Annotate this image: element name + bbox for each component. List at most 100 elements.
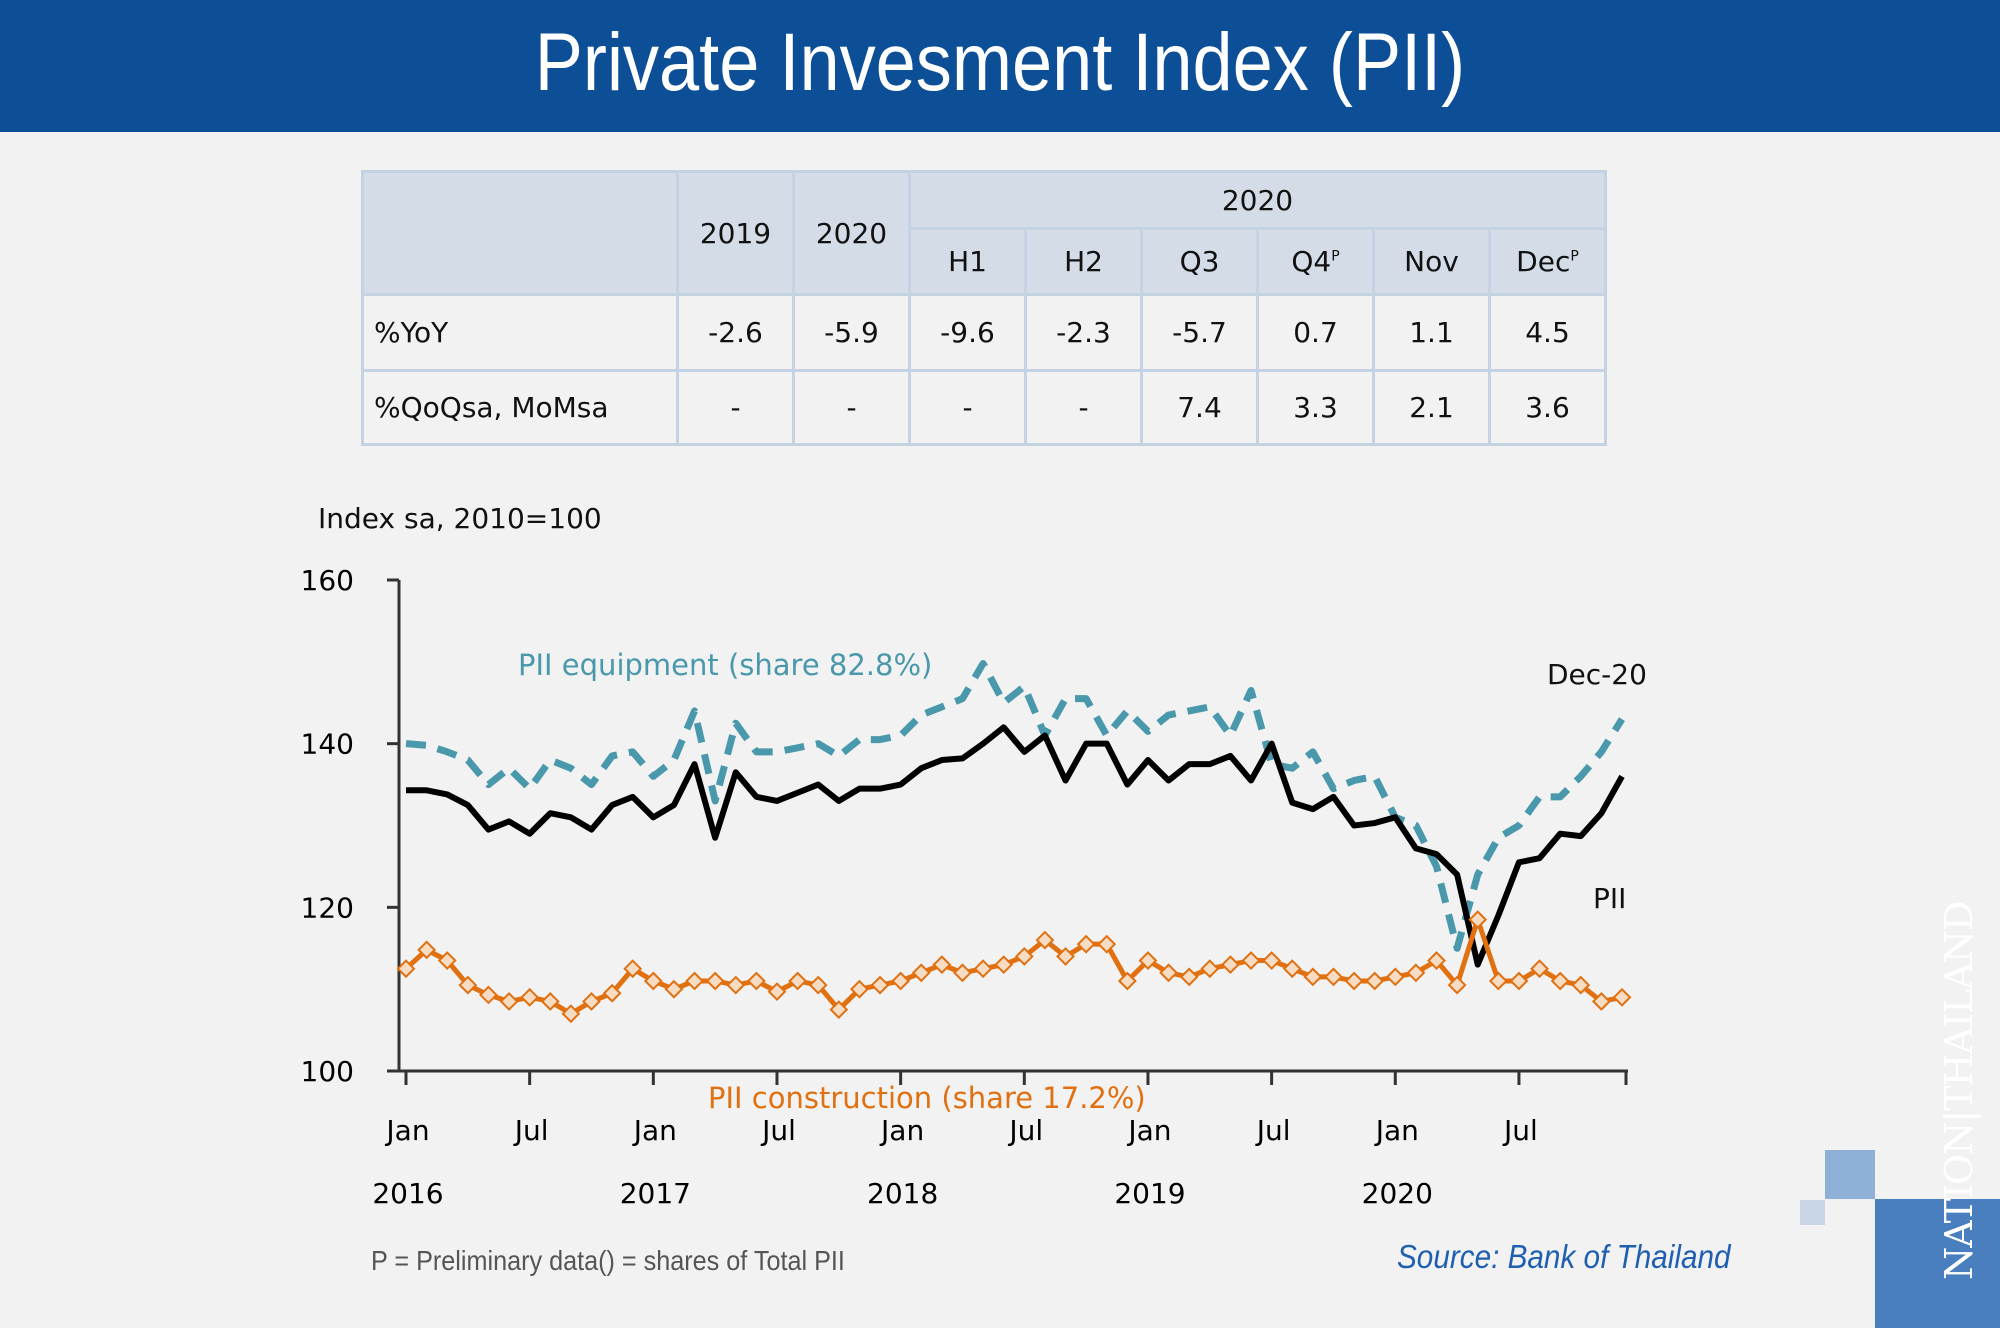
construction-point bbox=[953, 963, 972, 983]
construction-point bbox=[1509, 971, 1529, 991]
construction-point bbox=[870, 975, 890, 995]
construction-point bbox=[623, 959, 643, 979]
construction-point bbox=[932, 955, 952, 975]
x-tick-month-label: Jul bbox=[1502, 1114, 1538, 1147]
table-cell: -2.6 bbox=[676, 293, 795, 372]
construction-point bbox=[1406, 963, 1426, 983]
table-cell: -5.7 bbox=[1140, 293, 1259, 372]
logo-decoration bbox=[1800, 1200, 1825, 1225]
construction-point bbox=[458, 975, 478, 995]
x-tick-year-label: 2017 bbox=[620, 1177, 691, 1210]
table-cell: - bbox=[792, 369, 911, 446]
table-cell: - bbox=[1024, 369, 1143, 446]
table-cell: 1.1 bbox=[1372, 293, 1491, 372]
construction-point bbox=[1241, 951, 1261, 970]
construction-point bbox=[582, 992, 601, 1011]
logo-decoration bbox=[1825, 1150, 1875, 1199]
subheader-text: Q3 bbox=[1179, 245, 1220, 278]
construction-point bbox=[1385, 967, 1405, 987]
construction-point bbox=[808, 975, 828, 995]
x-tick-year-label: 2018 bbox=[867, 1177, 938, 1210]
construction-point bbox=[396, 959, 416, 979]
y-tick-label: 140 bbox=[301, 728, 354, 761]
construction-point bbox=[1014, 947, 1034, 966]
construction-point bbox=[1365, 971, 1385, 991]
subheader-q4: Q4P bbox=[1256, 227, 1375, 296]
construction-point bbox=[891, 971, 911, 991]
construction-point bbox=[1117, 971, 1137, 991]
construction-point bbox=[1427, 951, 1446, 970]
construction-point bbox=[829, 1000, 849, 1020]
construction-point bbox=[643, 971, 663, 991]
construction-point bbox=[1035, 930, 1055, 950]
table-cell: 3.3 bbox=[1256, 369, 1375, 446]
construction-point bbox=[1303, 967, 1323, 987]
table-cell: - bbox=[908, 369, 1027, 446]
row-label: %QoQsa, MoMsa bbox=[361, 369, 679, 446]
table-cell: -5.9 bbox=[792, 293, 911, 372]
title-banner: Private Invesment Index (PII) bbox=[0, 0, 2000, 132]
x-tick-month-label: Jan bbox=[879, 1114, 924, 1147]
construction-point bbox=[1138, 951, 1158, 970]
construction-point bbox=[1612, 987, 1632, 1007]
construction-point bbox=[994, 955, 1014, 975]
y-tick-label: 100 bbox=[301, 1055, 354, 1088]
pii-series-label: PII bbox=[1593, 882, 1627, 915]
y-tick-label: 160 bbox=[301, 564, 354, 597]
construction-point bbox=[1344, 971, 1364, 991]
construction-point bbox=[499, 992, 519, 1011]
construction-point bbox=[1447, 975, 1467, 995]
construction-point bbox=[973, 959, 993, 979]
table-cell: 4.5 bbox=[1488, 293, 1607, 372]
construction-point bbox=[1571, 975, 1591, 995]
construction-point bbox=[1591, 992, 1611, 1011]
construction-point bbox=[1530, 959, 1549, 979]
preliminary-mark: P bbox=[1570, 248, 1579, 265]
construction-point bbox=[1488, 971, 1508, 991]
end-date-label: Dec-20 bbox=[1547, 658, 1647, 691]
construction-point bbox=[437, 951, 457, 970]
construction-point bbox=[602, 983, 622, 1003]
subheader-dec: DecP bbox=[1488, 227, 1607, 296]
construction-point bbox=[664, 979, 684, 999]
table-cell: 7.4 bbox=[1140, 369, 1259, 446]
table-cell: -2.3 bbox=[1024, 293, 1143, 372]
row-label: %YoY bbox=[361, 293, 679, 372]
construction-point bbox=[520, 987, 540, 1007]
x-tick-month-label: Jan bbox=[1374, 1114, 1419, 1147]
subheader-nov: Nov bbox=[1372, 227, 1491, 296]
header-2020-group: 2020 bbox=[908, 170, 1607, 230]
x-tick-year-label: 2020 bbox=[1362, 1177, 1433, 1210]
table-row: %QoQsa, MoMsa - - - -7.4 3.3 2.1 3.6 bbox=[361, 369, 1607, 446]
construction-point bbox=[767, 982, 787, 1002]
pii-line bbox=[406, 724, 1625, 968]
y-axis-label: Index sa, 2010=100 bbox=[318, 502, 602, 535]
x-tick-month-label: Jan bbox=[1126, 1114, 1171, 1147]
subheader-text: Nov bbox=[1404, 245, 1459, 278]
preliminary-mark: P bbox=[1331, 248, 1340, 265]
construction-point bbox=[417, 940, 437, 960]
construction-point bbox=[746, 971, 766, 991]
construction-point bbox=[1550, 971, 1570, 991]
x-tick-month-label: Jul bbox=[760, 1114, 796, 1147]
construction-point bbox=[788, 971, 808, 991]
x-tick-month-label: Jan bbox=[632, 1114, 677, 1147]
table-corner bbox=[361, 170, 679, 296]
x-tick-month-label: Jul bbox=[513, 1114, 549, 1147]
subheader-q3: Q3 bbox=[1140, 227, 1259, 296]
construction-point bbox=[1200, 959, 1220, 979]
table-cell: 3.6 bbox=[1488, 369, 1607, 446]
page-title: Private Invesment Index (PII) bbox=[534, 17, 1466, 108]
subheader-text: Q4 bbox=[1291, 245, 1332, 278]
construction-point bbox=[685, 971, 704, 991]
construction-point bbox=[1159, 963, 1178, 983]
construction-series-label: PII construction (share 17.2%) bbox=[708, 1081, 1146, 1115]
x-tick-year-label: 2016 bbox=[372, 1177, 443, 1210]
construction-point bbox=[479, 985, 498, 1005]
construction-point bbox=[705, 971, 725, 991]
equipment-line bbox=[405, 659, 1625, 952]
x-tick-month-label: Jan bbox=[384, 1114, 429, 1147]
table-row: %YoY -2.6 -5.9 -9.6 -2.3 -5.7 0.7 1.1 4.5 bbox=[361, 293, 1607, 372]
construction-point bbox=[1324, 967, 1343, 987]
